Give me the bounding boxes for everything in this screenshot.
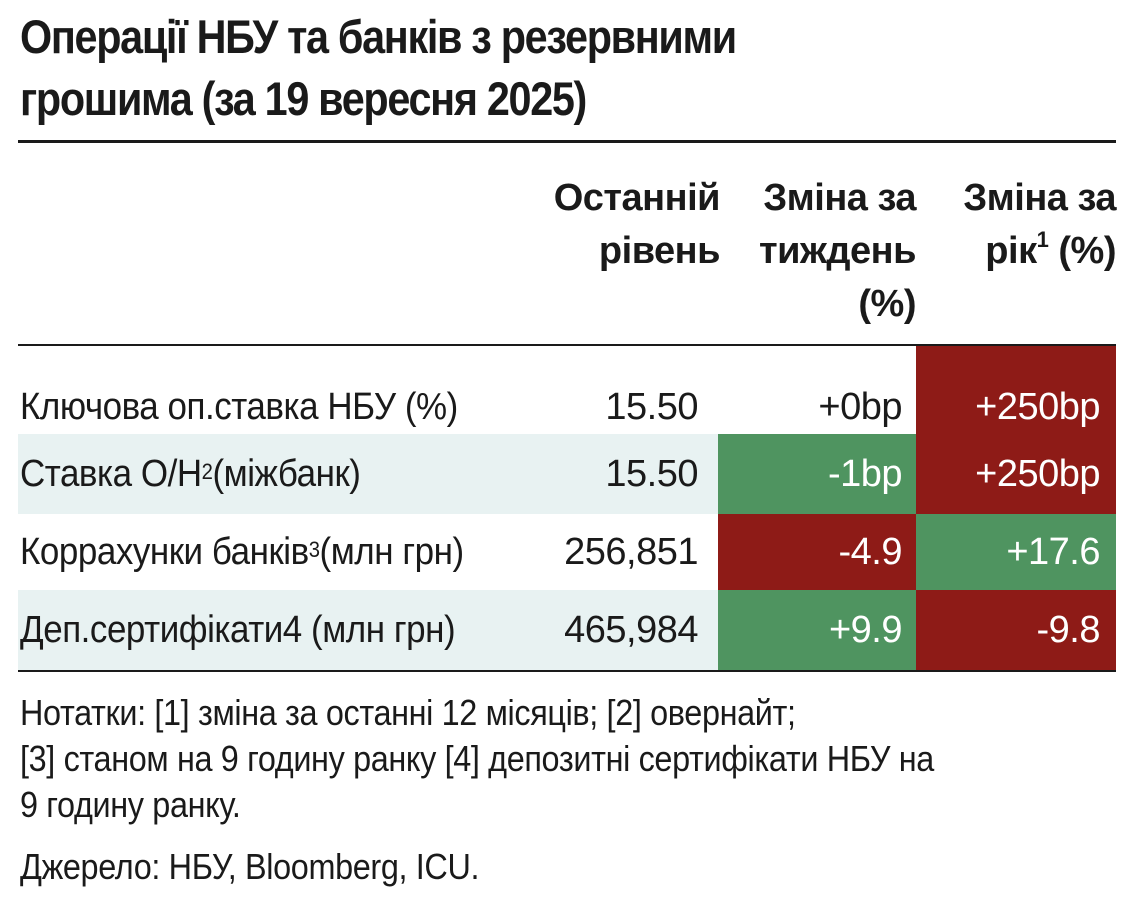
table-row: Деп.сертифікати4 (млн грн) 465,984 +9.9 … (18, 590, 1116, 670)
row-label-text: Ставка О/Н (20, 452, 202, 495)
row-label: Деп.сертифікати4 (млн грн) (20, 590, 456, 670)
header-year-line-2: рік1 (%) (916, 225, 1116, 278)
header-year-footnote: 1 (1036, 227, 1049, 253)
row-year-change: +250bp (916, 434, 1116, 514)
header-week-line-2: тиждень (759, 230, 916, 272)
row-label: Коррахунки банків 3 (млн грн) (20, 530, 465, 573)
header-level-line-1: Останній (553, 177, 721, 219)
row-year-change: +250bp (916, 346, 1116, 448)
row-label-tail: (млн грн) (319, 530, 465, 573)
row-label-text: Коррахунки банків (20, 530, 309, 573)
header-level-line-2: рівень (598, 230, 721, 272)
header-rule (18, 344, 1116, 346)
row-week-change: +9.9 (718, 590, 916, 670)
header-year-unit: (%) (1048, 230, 1116, 272)
row-level: 465,984 (564, 608, 698, 651)
row-week-change: -4.9 (718, 514, 916, 590)
header-week: Зміна за тиждень (%) (718, 172, 916, 331)
header-level: Останній рівень (520, 172, 721, 278)
table-row: Ставка О/Н 2 (міжбанк) 15.50 -1bp +250bp (18, 434, 1116, 514)
notes-block: Нотатки: [1] зміна за останні 12 місяців… (20, 690, 1120, 890)
row-week-change: +0bp (818, 385, 902, 428)
row-label: Ставка О/Н 2 (міжбанк) (20, 452, 361, 495)
row-level: 15.50 (605, 452, 698, 495)
row-label-text: Деп.сертифікати4 (млн грн) (20, 608, 456, 651)
header-week-line-3: (%) (858, 283, 916, 325)
source-note: Джерело: НБУ, Bloomberg, ICU. (20, 846, 480, 887)
title-line-2: грошима (за 19 вересня 2025) (20, 72, 587, 125)
table-row: Ключова оп.ставка НБУ (%) 15.50 +0bp +25… (18, 346, 1116, 448)
table-bottom-rule (18, 670, 1116, 672)
notes-line-1: Нотатки: [1] зміна за останні 12 місяців… (20, 692, 796, 733)
row-label: Ключова оп.ставка НБУ (%) (20, 366, 458, 448)
notes-line-3: 9 годину ранку. (20, 784, 241, 825)
row-label-text: Ключова оп.ставка НБУ (%) (20, 385, 458, 428)
row-week-change: -1bp (718, 434, 916, 514)
title-line-1: Операції НБУ та банків з резервними (20, 10, 737, 63)
row-level: 15.50 (605, 385, 698, 428)
row-year-change: +17.6 (916, 514, 1116, 590)
notes-line-2: [3] станом на 9 годину ранку [4] депозит… (20, 738, 934, 779)
title-rule (18, 140, 1116, 143)
header-year: Зміна за рік1 (%) (916, 172, 1116, 278)
row-level: 256,851 (564, 530, 698, 573)
table-row: Коррахунки банків 3 (млн грн) 256,851 -4.… (18, 514, 1116, 590)
row-year-change: -9.8 (916, 590, 1116, 670)
row-label-tail: (міжбанк) (212, 452, 361, 495)
header-year-word: рік (985, 230, 1037, 272)
header-week-line-1: Зміна за (763, 177, 916, 219)
header-year-line-1: Зміна за (963, 177, 1116, 219)
page-title: Операції НБУ та банків з резервними грош… (20, 6, 988, 130)
